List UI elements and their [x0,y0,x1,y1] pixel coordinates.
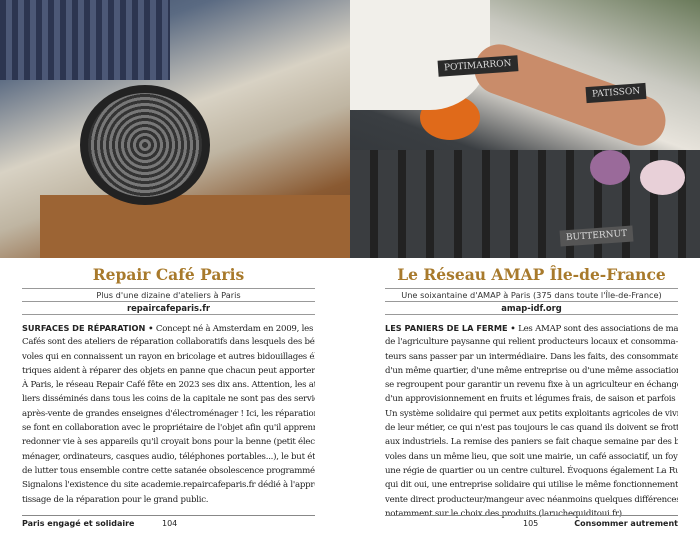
page-footer: Paris engagé et solidaire 104 [22,515,315,529]
turnip [590,150,630,185]
body-line: triques aident à réparer des objets en p… [22,365,315,376]
body-line: de lutter tous ensemble contre cette sat… [22,465,315,476]
website-link[interactable]: repaircafeparis.fr [127,303,210,313]
body-line: teurs sans passer par un intermédiaire. … [385,351,678,362]
body-line: redonner vie à ses appareils qu'il croya… [22,437,315,448]
body-line: notamment sur le choix des produits (lar… [385,508,625,519]
plaid-shirt [0,0,170,80]
page-number: 105 [523,519,539,528]
photo-repair-cafe [0,0,350,258]
body-line: aux industriels. La remise des paniers s… [385,437,678,448]
article-body: SURFACES DE RÉPARATION • Concept né à Am… [22,321,315,507]
body-line: Signalons l'existence du site academie.r… [22,480,315,491]
website-link[interactable]: amap-idf.org [501,303,562,313]
body-text: Concept né à Amsterdam en 2009, les Repa… [155,324,315,334]
article-title: Repair Café Paris [92,265,245,284]
vegetable-crates [350,150,700,258]
lead-heading: LES PANIERS DE LA FERME • [385,323,516,333]
body-line: d'un approvisionnement en fruits et légu… [385,394,678,405]
body-line: LES PANIERS DE LA FERME • Les AMAP sont … [385,321,678,335]
workbench [40,195,350,258]
body-text: Les AMAP sont des associations de mainti… [518,324,678,334]
body-line: se font en collaboration avec le proprié… [22,423,315,434]
article-subtitle: Une soixantaine d'AMAP à Paris (375 dans… [401,290,662,300]
body-line: une régie de quartier ou un centre cultu… [385,465,678,476]
photo-amap-market: POTIMARRON PATISSON BUTTERNUT [350,0,700,258]
running-section: Consommer autrement [574,519,678,528]
body-line: de leur métier, ce qui n'est pas toujour… [385,423,678,434]
body-line: d'un même quartier, d'une même entrepris… [385,365,678,376]
body-line: À Paris, le réseau Repair Café fête en 2… [22,380,315,391]
turnip [640,160,685,195]
body-line: voles qui en connaissent un rayon en bri… [22,351,315,362]
body-line: de l'agriculture paysanne qui relient pr… [385,337,678,348]
article-body: LES PANIERS DE LA FERME • Les AMAP sont … [385,321,678,521]
article-title: Le Réseau AMAP Île-de-France [397,265,666,284]
body-line: voles dans un même lieu, que soit une ma… [385,451,678,462]
body-line: tissage de la réparation pour le grand p… [22,494,209,505]
running-section: Paris engagé et solidaire [22,519,135,528]
article-repair-cafe: Repair Café Paris Plus d'une dizaine d'a… [22,262,315,507]
body-line: Un système solidaire qui permet aux peti… [385,408,678,419]
body-line: se regroupent pour garantir un revenu fi… [385,380,678,391]
body-line: après-vente de grandes enseignes d'élect… [22,408,315,419]
article-subtitle: Plus d'une dizaine d'ateliers à Paris [96,290,241,300]
body-line: liers disséminés dans tous les coins de … [22,394,315,405]
arm [350,0,490,110]
body-line: vente direct producteur/mangeur avec néa… [385,494,678,505]
body-line: qui dit oui, une entreprise solidaire qu… [385,480,678,491]
body-line: ménager, ordinateurs, casques audio, tél… [22,451,315,462]
body-line: Cafés sont des ateliers de réparation co… [22,337,315,348]
body-line: SURFACES DE RÉPARATION • Concept né à Am… [22,321,315,335]
page-number: 104 [162,519,178,528]
fan-being-repaired [80,85,210,205]
article-amap: Le Réseau AMAP Île-de-France Une soixant… [385,262,678,521]
page-footer: 105 Consommer autrement [385,515,678,529]
lead-heading: SURFACES DE RÉPARATION • [22,323,154,333]
